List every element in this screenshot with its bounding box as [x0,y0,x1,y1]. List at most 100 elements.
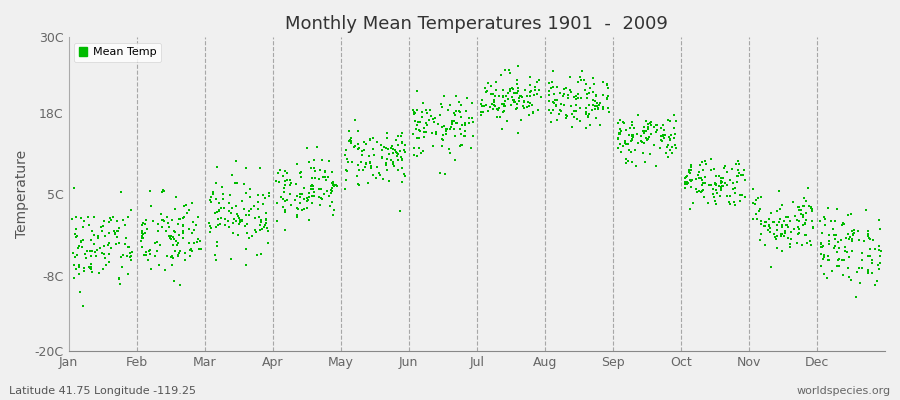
Point [610,145,625,151]
Point [238,246,253,252]
Point [488,93,502,99]
Point [205,189,220,196]
Point [300,144,314,151]
Point [757,223,771,229]
Point [532,87,546,93]
Point [311,193,326,200]
Point [449,120,464,126]
Point [374,155,389,162]
Point [413,128,428,135]
Point [664,132,679,138]
Point [694,177,708,183]
Point [783,218,797,224]
Point [474,109,489,116]
Point [580,95,594,101]
Point [855,250,869,257]
Point [178,250,193,256]
Point [256,224,271,230]
Point [116,216,130,223]
Point [215,184,230,190]
Point [621,141,635,147]
Point [391,166,405,173]
Point [720,182,734,188]
Point [588,102,602,109]
Point [528,84,543,90]
Point [691,168,706,175]
Point [825,268,840,274]
Point [778,230,792,236]
Point [582,122,597,128]
Point [202,220,216,226]
Point [257,195,272,201]
Point [749,196,763,203]
Point [184,200,199,206]
Point [254,216,268,223]
Point [544,119,558,126]
Point [348,116,363,123]
Point [111,228,125,234]
Point [667,135,681,141]
Point [547,100,562,106]
Point [300,198,314,204]
Point [428,115,442,121]
Point [865,260,879,266]
Point [464,144,479,151]
Point [792,226,806,232]
Point [499,93,513,100]
Point [143,266,157,272]
Point [593,122,608,128]
Point [723,176,737,183]
Point [307,165,321,172]
Point [137,252,151,258]
Point [709,181,724,188]
Point [164,232,178,239]
Point [440,126,454,133]
Point [660,144,674,150]
Point [326,180,340,186]
Point [280,177,294,184]
Point [523,87,537,94]
Point [290,161,304,168]
Point [554,108,569,115]
Point [444,126,458,132]
Point [123,254,138,260]
Point [706,166,721,172]
Point [872,266,886,272]
Point [387,163,401,170]
Point [872,247,886,253]
Point [754,194,769,200]
Point [255,226,269,232]
Point [166,278,181,284]
Point [194,246,208,252]
Point [242,212,256,218]
Point [678,181,692,188]
Point [310,144,324,150]
Point [772,206,787,212]
Point [572,105,587,112]
Point [233,217,248,223]
Point [458,122,473,128]
Point [176,235,190,241]
Point [629,130,643,137]
Point [146,218,160,224]
Point [248,226,262,233]
Point [386,150,400,156]
Point [278,209,293,216]
Point [110,228,124,234]
Point [212,221,227,228]
Point [775,248,789,254]
Point [718,162,733,169]
Point [852,237,867,243]
Point [662,135,677,142]
Point [204,224,219,231]
Point [212,216,226,222]
Point [85,248,99,254]
Point [102,219,116,225]
Point [193,238,207,244]
Point [436,132,450,138]
Point [590,103,604,109]
Point [823,241,837,247]
Point [767,219,781,226]
Point [738,177,752,184]
Point [290,212,304,218]
